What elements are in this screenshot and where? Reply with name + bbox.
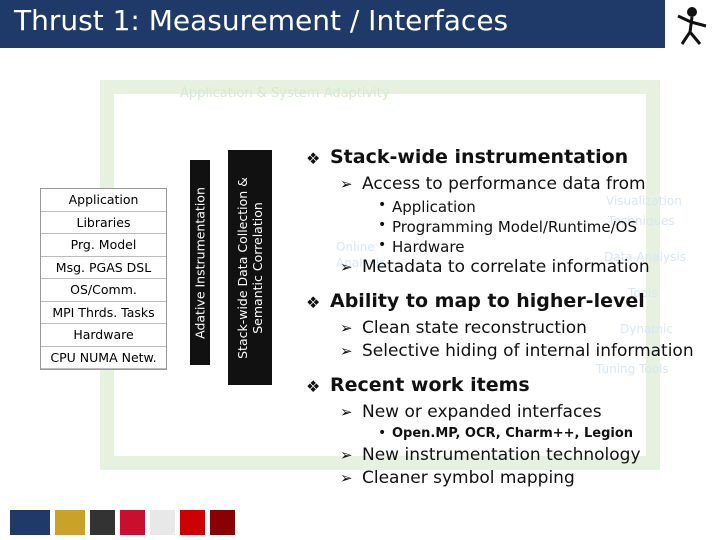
- bullet-icon: •: [378, 237, 387, 253]
- stack-layer: CPU NUMA Netw.: [41, 347, 166, 369]
- diagram-label: Application & System Adaptivity: [180, 86, 390, 101]
- bullet-icon: •: [378, 425, 387, 441]
- faded-label: Analysis: [336, 256, 386, 270]
- bullet-l2: Access to performance data from: [362, 174, 646, 194]
- bullet-icon: ➢: [340, 258, 353, 276]
- stack-layer: Application: [41, 189, 166, 212]
- bullet-icon: ❖: [306, 293, 321, 312]
- faded-label: Data Analysis: [604, 250, 686, 264]
- bullet-icon: •: [378, 217, 387, 233]
- bullet-l2: New or expanded interfaces: [362, 402, 602, 422]
- faded-label: Techniques: [608, 214, 675, 228]
- vertical-bar: Adative Instrumentation: [190, 160, 210, 365]
- bullet-l2: Selective hiding of internal information: [362, 341, 694, 361]
- title-bar: Thrust 1: Measurement / Interfaces: [0, 0, 665, 48]
- faded-label: Tools: [628, 286, 658, 300]
- software-stack: Application Libraries Prg. Model Msg. PGAS …: [40, 188, 167, 370]
- bullet-l1: Ability to map to higher-level: [330, 290, 645, 312]
- stack-layer: Libraries: [41, 212, 166, 234]
- bullet-l2: Clean state reconstruction: [362, 318, 587, 338]
- bullet-l3: Hardware: [392, 238, 465, 256]
- logos: [10, 510, 235, 535]
- bullet-l1: Recent work items: [330, 374, 530, 396]
- logo: [677, 7, 707, 45]
- stack-layer: Prg. Model: [41, 234, 166, 257]
- faded-label: Tuning Tools: [596, 362, 669, 376]
- bullet-icon: ➢: [340, 403, 353, 421]
- bullet-l2: Cleaner symbol mapping: [362, 468, 575, 488]
- bullet-l2: Metadata to correlate information: [362, 257, 650, 277]
- bullet-l1: Stack-wide instrumentation: [330, 146, 629, 168]
- faded-label: Visualization: [606, 194, 682, 208]
- bullet-icon: ➢: [340, 175, 353, 193]
- stack-layer: Hardware: [41, 324, 166, 347]
- footer-logos: [0, 505, 720, 540]
- vertical-bar: Stack-wide Data Collection & Semantic Co…: [228, 150, 272, 385]
- bullet-icon: •: [378, 197, 387, 213]
- bullet-icon: ➢: [340, 446, 353, 464]
- stack-layer: MPI Thrds. Tasks: [41, 302, 166, 324]
- slide-title: Thrust 1: Measurement / Interfaces: [14, 4, 509, 37]
- bullet-icon: ➢: [340, 469, 353, 487]
- bullet-l3: Application: [392, 198, 476, 216]
- vertical-label: Stack-wide Data Collection & Semantic Co…: [235, 176, 265, 359]
- bullet-l3: Open.MP, OCR, Charm++, Legion: [392, 426, 634, 441]
- bullet-l3: Programming Model/Runtime/OS: [392, 218, 637, 236]
- bullet-icon: ➢: [340, 342, 353, 360]
- stack-layer: OS/Comm.: [41, 279, 166, 302]
- stack-layer: Msg. PGAS DSL: [41, 257, 166, 279]
- bullet-icon: ➢: [340, 319, 353, 337]
- bullet-l2: New instrumentation technology: [362, 445, 641, 465]
- vertical-label: Adative Instrumentation: [192, 186, 208, 339]
- bullet-icon: ❖: [306, 377, 321, 396]
- faded-label: Online: [336, 240, 375, 254]
- bullet-icon: ❖: [306, 149, 321, 168]
- faded-label: Dynamic: [620, 322, 673, 336]
